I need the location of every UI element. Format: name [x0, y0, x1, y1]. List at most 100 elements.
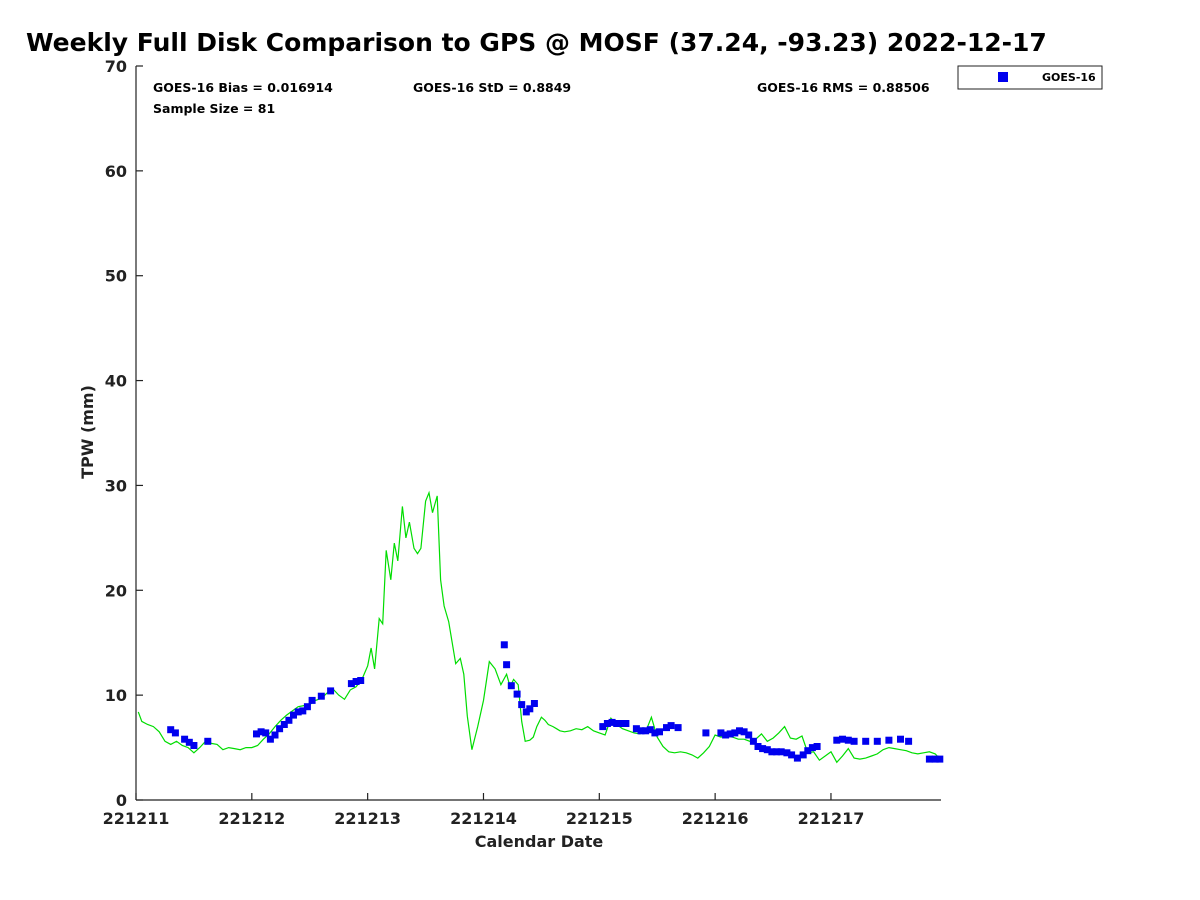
- goes-point: [931, 755, 939, 763]
- goes-point: [873, 737, 881, 745]
- goes-point: [253, 730, 260, 738]
- goes-point: [722, 731, 730, 739]
- goes-point: [844, 736, 852, 744]
- goes-point: [862, 737, 870, 745]
- stat-rms: GOES-16 RMS = 0.88506: [757, 80, 930, 95]
- x-tick-label: 221214: [450, 809, 517, 828]
- goes-point: [773, 748, 780, 756]
- goes-point: [632, 725, 640, 733]
- goes-point: [603, 720, 611, 727]
- goes-point: [257, 728, 265, 736]
- goes-point: [280, 721, 288, 728]
- stat-std: GOES-16 StD = 0.8849: [413, 80, 571, 95]
- goes-point: [290, 711, 297, 719]
- goes-point: [833, 736, 841, 744]
- goes-point: [642, 727, 650, 735]
- goes-point: [530, 700, 538, 707]
- goes-point: [308, 696, 316, 704]
- goes-point: [646, 726, 654, 734]
- goes-point: [788, 751, 796, 759]
- goes-point: [204, 737, 212, 745]
- legend: GOES-16: [957, 65, 1103, 90]
- goes-point: [637, 727, 645, 735]
- stat-bias: GOES-16 Bias = 0.016914: [153, 80, 333, 95]
- goes-point: [526, 705, 534, 713]
- goes-point: [622, 720, 630, 727]
- goes-point: [599, 723, 607, 731]
- goes-point: [763, 746, 771, 754]
- x-ticks: 221211 221212 221213 221214 221215 221216 2212…: [103, 793, 865, 828]
- goes-point: [813, 743, 821, 750]
- legend-box: [957, 65, 1103, 90]
- goes-point: [777, 748, 785, 756]
- goes-point: [503, 661, 511, 669]
- x-tick-label: 221212: [218, 809, 285, 828]
- goes-point: [736, 727, 743, 735]
- x-tick-label: 221213: [334, 809, 401, 828]
- goes-point: [190, 742, 198, 749]
- goes-point: [357, 677, 365, 684]
- goes-point: [347, 680, 355, 688]
- goes-point: [726, 730, 734, 738]
- goes-point: [936, 755, 944, 763]
- y-tick-label: 10: [105, 686, 127, 705]
- x-tick-label: 221216: [682, 809, 749, 828]
- y-tick-label: 0: [116, 791, 127, 810]
- y-tick-label: 60: [105, 162, 127, 181]
- goes-point: [839, 735, 846, 743]
- goes-point: [759, 745, 767, 753]
- goes-point: [518, 701, 526, 709]
- goes-point: [667, 722, 675, 730]
- goes-point: [276, 725, 284, 733]
- goes-point: [608, 718, 616, 726]
- goes-point: [507, 682, 515, 690]
- goes-point: [783, 749, 791, 757]
- goes-point: [613, 720, 621, 727]
- goes-point: [749, 737, 757, 745]
- goes-point: [181, 735, 189, 743]
- goes-point: [702, 729, 710, 737]
- x-axis-label: Calendar Date: [475, 832, 604, 851]
- x-tick-label: 221217: [798, 809, 865, 828]
- x-tick-label: 221215: [566, 809, 633, 828]
- gps-series: [137, 490, 942, 764]
- goes-point: [299, 707, 307, 715]
- y-tick-label: 30: [105, 476, 127, 495]
- goes-point: [352, 678, 360, 685]
- goes-point: [804, 747, 812, 755]
- y-axis-label: TPW (mm): [78, 385, 97, 479]
- goes-point: [674, 724, 682, 732]
- goes-point: [905, 737, 913, 745]
- goes-point: [317, 692, 325, 700]
- goes-point: [925, 755, 933, 763]
- goes-point: [663, 724, 670, 732]
- goes-point: [327, 687, 335, 695]
- goes-point: [885, 736, 893, 744]
- goes-point: [185, 738, 193, 746]
- goes-point: [271, 731, 279, 739]
- legend-marker: [998, 72, 1008, 82]
- goes-point: [513, 690, 521, 698]
- goes-point: [850, 737, 858, 745]
- goes-point: [294, 708, 302, 716]
- y-tick-label: 40: [105, 372, 127, 391]
- gps-line: [137, 490, 942, 764]
- goes-point: [717, 729, 725, 737]
- goes-point: [617, 720, 625, 727]
- goes-point: [651, 729, 659, 737]
- goes-point: [897, 735, 904, 743]
- goes-point: [285, 716, 293, 724]
- y-tick-label: 50: [105, 267, 127, 286]
- goes-point: [754, 743, 762, 750]
- goes-point: [171, 729, 179, 737]
- goes-point: [793, 754, 801, 762]
- goes-point: [768, 748, 776, 756]
- goes-point: [740, 728, 748, 736]
- chart-title: Weekly Full Disk Comparison to GPS @ MOS…: [26, 28, 1047, 57]
- goes-point: [303, 703, 311, 711]
- goes-point: [167, 726, 175, 734]
- y-tick-label: 20: [105, 581, 127, 600]
- goes-series: [167, 641, 944, 763]
- goes-point: [262, 729, 270, 737]
